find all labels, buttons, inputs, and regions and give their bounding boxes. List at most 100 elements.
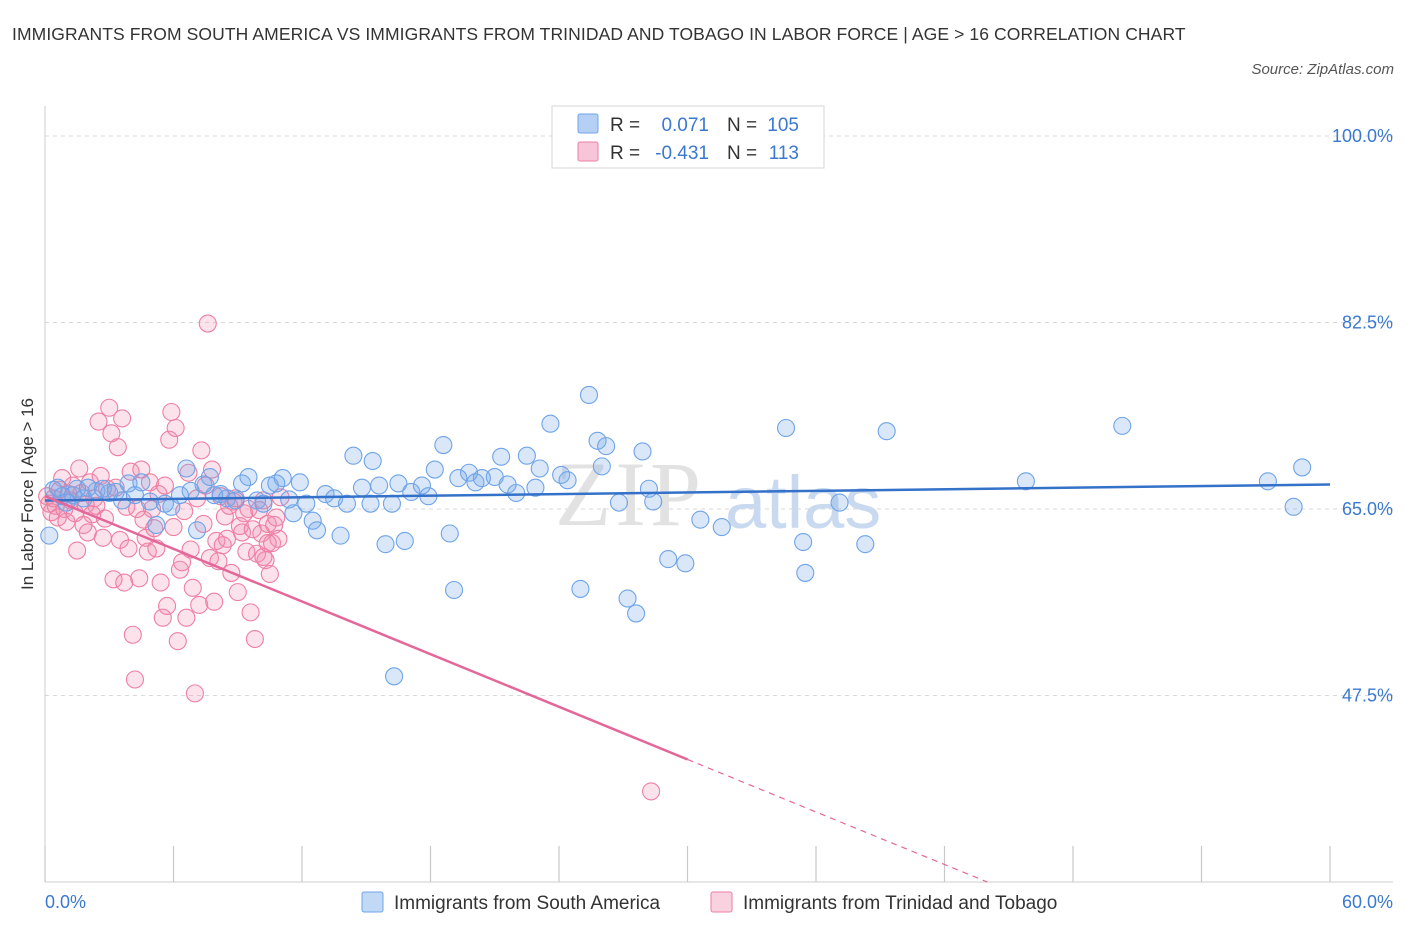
data-point-south-america	[40, 526, 59, 545]
data-point-south-america	[597, 437, 616, 456]
data-point-trinidad	[113, 409, 132, 428]
data-point-south-america	[558, 471, 577, 490]
data-point-trinidad	[258, 534, 277, 553]
data-point-south-america	[316, 485, 335, 504]
data-point-trinidad	[217, 529, 237, 548]
data-point-trinidad	[269, 529, 288, 548]
data-point-south-america	[273, 469, 292, 488]
data-point-south-america	[290, 473, 309, 492]
data-point-trinidad	[119, 539, 138, 558]
data-point-south-america	[297, 494, 316, 513]
data-point-south-america	[676, 554, 695, 573]
data-point-south-america	[48, 478, 67, 497]
x-tick-label-min: 0.0%	[45, 892, 86, 912]
data-point-trinidad	[177, 608, 196, 627]
y-tick-label: 82.5%	[1342, 312, 1393, 332]
data-point-south-america	[1258, 472, 1277, 491]
data-point-south-america	[445, 580, 464, 600]
data-point-trinidad	[104, 570, 123, 589]
data-point-south-america	[1284, 497, 1303, 516]
chart-title: IMMIGRANTS FROM SOUTH AMERICA VS IMMIGRA…	[12, 24, 1186, 44]
data-point-south-america	[627, 604, 646, 623]
legend-r-value-2: -0.431	[655, 143, 709, 164]
data-point-trinidad	[170, 560, 189, 579]
bottom-legend-south-america: Immigrants from South America	[394, 893, 661, 914]
data-point-south-america	[1016, 472, 1035, 491]
data-point-south-america	[541, 414, 560, 433]
trend-lines	[44, 483, 1331, 883]
data-point-trinidad	[164, 518, 183, 537]
data-point-trinidad	[160, 430, 179, 449]
data-point-south-america	[425, 460, 444, 479]
data-point-south-america	[579, 385, 599, 405]
data-point-trinidad	[245, 629, 264, 649]
legend-n-label-1: N =	[727, 115, 757, 136]
data-point-south-america	[618, 589, 637, 608]
data-point-trinidad	[205, 592, 224, 611]
data-point-trinidad	[68, 541, 87, 560]
legend-swatch-pink	[577, 141, 599, 162]
data-point-trinidad	[89, 412, 108, 431]
data-point-south-america	[1293, 458, 1312, 477]
data-point-trinidad	[155, 476, 174, 495]
data-point-trinidad	[168, 632, 187, 651]
legend-n-value-2: 113	[769, 143, 799, 164]
data-point-trinidad	[78, 523, 97, 542]
data-point-south-america	[376, 535, 395, 554]
data-point-south-america	[284, 504, 303, 523]
data-point-south-america	[147, 515, 166, 535]
data-point-south-america	[119, 474, 138, 493]
trend-line-trinidad-extension	[687, 758, 988, 883]
data-point-south-america	[856, 535, 875, 554]
axes	[44, 106, 1393, 883]
watermark-atlas: atlas	[725, 461, 881, 544]
data-point-south-america	[140, 492, 159, 511]
y-tick-labels: 100.0% 82.5% 65.0% 47.5%	[1332, 126, 1393, 706]
data-point-trinidad	[151, 573, 170, 592]
data-point-south-america	[239, 467, 258, 487]
x-tick-label-max: 60.0%	[1342, 892, 1393, 912]
data-point-south-america	[492, 447, 511, 466]
data-point-south-america	[877, 422, 896, 441]
data-point-trinidad	[267, 508, 286, 527]
data-point-south-america	[1113, 416, 1132, 435]
legend-r-label-2: R =	[610, 143, 640, 164]
data-point-trinidad	[93, 528, 112, 547]
data-point-south-america	[412, 476, 431, 495]
data-point-south-america	[200, 467, 219, 487]
data-point-trinidad	[232, 523, 252, 542]
data-point-south-america	[188, 521, 207, 540]
data-point-south-america	[132, 473, 151, 492]
data-point-trinidad	[254, 547, 273, 567]
data-point-trinidad	[108, 438, 127, 457]
data-point-south-america	[796, 563, 815, 582]
data-point-south-america	[659, 550, 678, 569]
data-point-trinidad	[145, 519, 164, 538]
series-trinidad-points	[38, 314, 661, 801]
data-point-trinidad	[130, 569, 149, 588]
data-point-trinidad	[198, 314, 217, 333]
data-point-south-america	[254, 494, 273, 513]
data-point-south-america	[344, 446, 363, 465]
legend-r-label-1: R =	[610, 115, 640, 136]
trend-line-trinidad	[44, 495, 688, 761]
data-point-south-america	[280, 490, 299, 509]
data-point-trinidad	[123, 625, 142, 644]
data-point-trinidad	[265, 515, 284, 535]
data-point-trinidad	[162, 402, 181, 422]
y-axis-label: In Labor Force | Age > 16	[18, 398, 37, 590]
data-point-south-america	[449, 469, 468, 488]
data-point-south-america	[361, 494, 380, 513]
data-point-south-america	[609, 493, 629, 512]
data-point-south-america	[588, 431, 607, 450]
data-point-south-america	[526, 478, 545, 497]
data-point-south-america	[331, 526, 350, 545]
data-point-south-america	[382, 494, 402, 513]
data-point-south-america	[370, 476, 389, 495]
data-point-south-america	[472, 469, 491, 488]
data-point-south-america	[571, 579, 590, 598]
data-point-south-america	[794, 532, 813, 552]
data-point-south-america	[440, 524, 459, 543]
y-tick-label: 100.0%	[1332, 126, 1393, 146]
